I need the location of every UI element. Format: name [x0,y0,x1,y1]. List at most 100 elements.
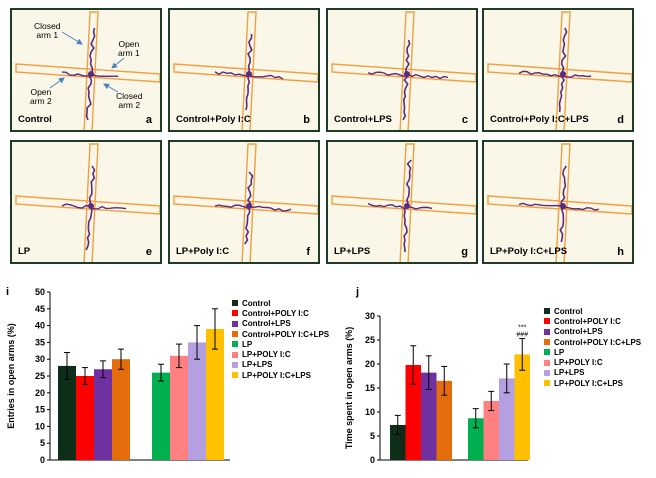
legend-swatch [232,361,238,368]
y-tick-label: 10 [35,421,45,431]
closed-arm [555,11,571,130]
y-tick-label: 35 [35,337,45,347]
y-tick-label: 15 [365,383,375,393]
track-horizontal [61,203,127,210]
legend-label: LP+POLY I:C+LPS [242,370,311,380]
maze-panel-h: LP+Poly I:C+LPS h [482,140,634,264]
track-center [88,203,94,209]
legend-entry: Control+POLY I:C [232,308,329,318]
panel-label: Control [18,114,52,125]
closed-arm [399,143,415,262]
legend-swatch [544,339,550,346]
panel-letter: h [617,246,624,258]
y-tick-label: 25 [365,335,375,345]
panel-letter: f [306,246,310,258]
legend-swatch [544,380,550,387]
legend-label: Control+LPS [242,319,291,329]
maze-drawing [487,143,632,262]
legend-swatch [544,328,550,335]
bar-control [390,424,406,460]
bar-lp-poly-i-c [170,355,188,460]
bar-lp-lps [499,378,515,460]
maze-panel-b: Control+Poly I:C b [168,8,320,132]
bar-lp [152,372,170,460]
open-arm [173,63,318,83]
maze-drawing [487,11,632,130]
panel-label: LP+LPS [334,246,371,257]
y-tick-label: 30 [35,354,45,364]
track-horizontal [518,202,600,211]
bar-lp-lps [188,342,206,460]
bar-control-poly-i-c-lps [436,380,452,460]
track-horizontal [367,202,433,210]
maze-panel-f: LP+Poly I:C f [168,140,320,264]
closed-arm-2-label: Closed arm 2 [116,91,143,110]
closed-arm [555,143,571,262]
legend-label: Control [242,298,271,308]
panel-letter: a [145,114,152,126]
legend-label: LP [242,339,253,349]
legend-label: LP+LPS [554,368,585,378]
legend-swatch [232,341,238,348]
legend-entry: LP [544,347,641,357]
maze-drawing [173,11,318,130]
chart-j-letter: j [356,286,360,298]
panel-label: Control+LPS [334,114,392,125]
legend-entry: Control+POLY I:C [544,316,641,326]
legend-swatch [232,300,238,307]
maze-drawing [331,11,476,130]
closed-arm [241,143,257,262]
y-tick-label: 10 [365,407,375,417]
panel-letter: b [303,114,310,126]
open-arm [15,63,160,83]
y-tick-label: 30 [365,311,375,321]
maze-panel-c: Control+LPS c [326,8,478,132]
track-center [246,203,252,209]
bar-lp-poly-i-c-lps [206,328,224,460]
maze-panel-e: LP e [10,140,162,264]
legend-swatch [232,372,238,379]
chart-i-legend: Control Control+POLY I:C Control+LPS Contro… [232,298,329,380]
bar-lp [468,418,484,460]
track-horizontal [214,204,292,212]
bar-lp-poly-i-c-lps [514,354,530,460]
legend-label: LP+LPS [242,360,273,370]
legend-entry: LP [232,339,329,349]
track-center [246,71,252,77]
legend-entry: Control [232,298,329,308]
track-center [404,203,410,209]
legend-label: Control+POLY I:C+LPS [242,329,330,339]
maze-drawing [15,143,160,262]
chart-i-letter: i [6,286,10,298]
panel-label: LP+Poly I:C+LPS [490,246,568,257]
legend-label: LP [554,347,565,357]
panel-letter: g [461,246,468,258]
maze-panel-a: Control a [10,8,162,132]
legend-swatch [232,320,238,327]
legend-entry: Control+LPS [232,319,329,329]
open-arm [331,195,476,215]
bar-control-lps [94,369,112,460]
chart-j-legend: Control Control+POLY I:C Control+LPS Contro… [544,306,641,388]
open-arm [173,195,318,215]
bar-control-poly-i-c [76,376,94,460]
y-tick-label: 40 [35,321,45,331]
maze-drawing [331,143,476,262]
legend-label: LP+POLY I:C+LPS [554,378,623,388]
panel-label: LP [18,246,31,257]
closed-arm-1-label: Closed arm 1 [34,21,61,40]
panel-label: Control+Poly I:C+LPS [490,114,589,125]
y-tick-label: 20 [35,388,45,398]
y-axis-label: Time spent in open arms (%) [344,327,354,449]
y-tick-label: 25 [35,371,45,381]
closed-arm [399,11,415,130]
legend-label: Control [554,306,583,316]
legend-swatch [544,308,550,315]
y-tick-label: 5 [370,431,375,441]
legend-swatch [544,369,550,376]
y-axis-label: Entries in open arms (%) [6,323,16,429]
closed-arm [83,11,99,130]
track-center [88,71,94,77]
chart-i: Entries in open arms (%) 0 5 10 15 20 25 30 35 40… [6,287,230,465]
legend-label: Control+POLY I:C [242,308,309,318]
